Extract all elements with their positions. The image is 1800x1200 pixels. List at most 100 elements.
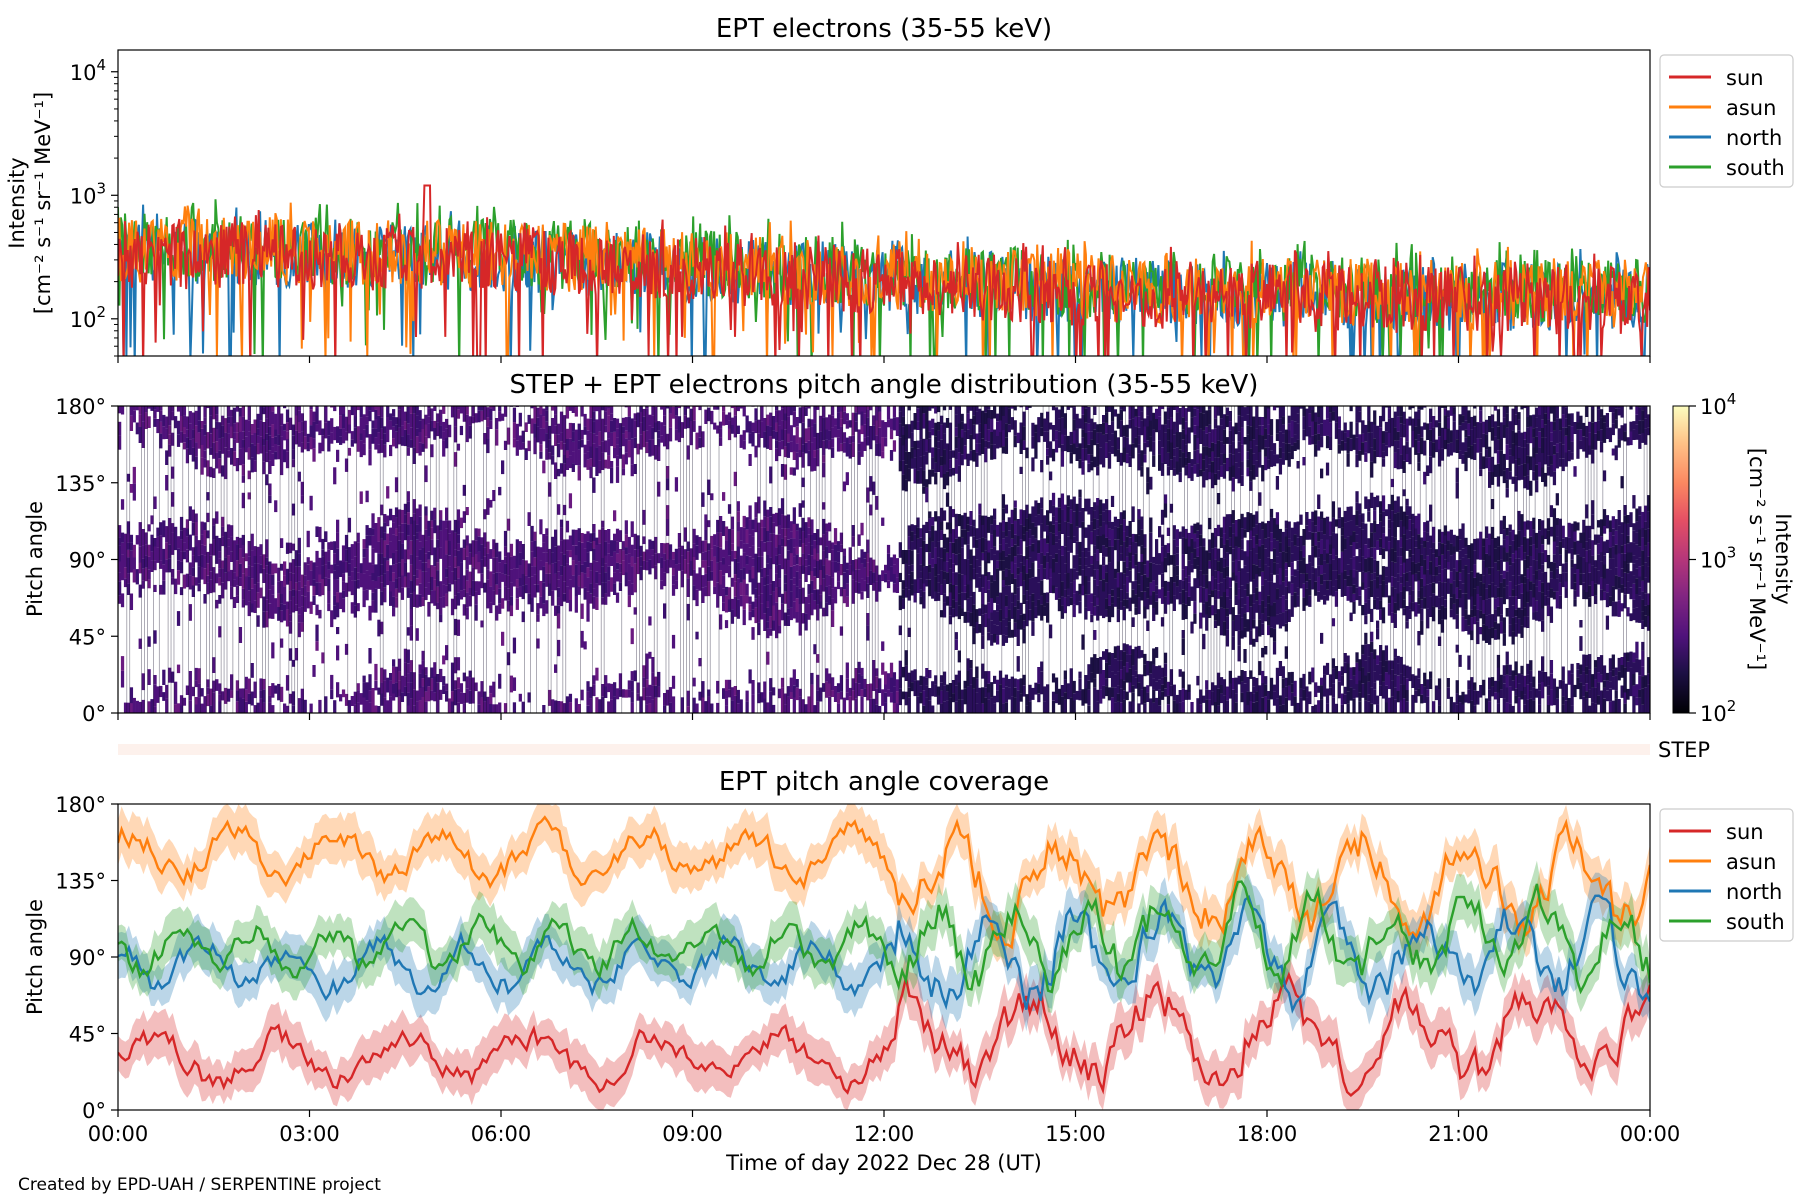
- heatmap-cell: [772, 687, 776, 696]
- heatmap-cell: [1225, 407, 1230, 416]
- heatmap-cell: [283, 406, 287, 409]
- heatmap-cell: [241, 439, 245, 448]
- heatmap-cell: [713, 534, 717, 546]
- heatmap-cell: [1072, 407, 1076, 420]
- heatmap-cell: [657, 671, 661, 687]
- heatmap-cell: [592, 477, 596, 493]
- heatmap-cell: [1196, 547, 1200, 557]
- heatmap-cell: [1019, 509, 1023, 525]
- heatmap-cell: [1081, 536, 1085, 552]
- heatmap-cell: [162, 580, 166, 595]
- heatmap-cell: [1096, 443, 1100, 453]
- heatmap-cell: [583, 587, 587, 600]
- heatmap-cell: [445, 418, 449, 429]
- heatmap-cell: [1099, 580, 1103, 591]
- heatmap-cell: [268, 442, 272, 451]
- heatmap-cell: [807, 418, 811, 428]
- heatmap-cell: [471, 677, 475, 690]
- heatmap-cell: [1004, 702, 1009, 713]
- heatmap-cell: [445, 438, 449, 449]
- heatmap-cell: [294, 590, 299, 605]
- heatmap-cell: [931, 418, 935, 429]
- heatmap-cell: [972, 526, 976, 537]
- heatmap-cell: [642, 687, 646, 701]
- heatmap-cell: [736, 511, 740, 522]
- heatmap-cell: [772, 549, 776, 565]
- heatmap-cell: [250, 663, 254, 678]
- heatmap-cell: [798, 603, 802, 618]
- heatmap-cell: [1178, 592, 1182, 605]
- heatmap-cell: [739, 582, 743, 596]
- heatmap-cell: [259, 678, 263, 691]
- heatmap-cell: [1122, 690, 1126, 700]
- heatmap-cell: [730, 406, 735, 409]
- heatmap-cell: [1234, 546, 1238, 560]
- heatmap-cell: [153, 496, 157, 509]
- heatmap-cell: [854, 581, 858, 593]
- heatmap-cell: [677, 416, 682, 433]
- heatmap-cell: [1075, 526, 1079, 542]
- heatmap-cell: [692, 697, 696, 713]
- heatmap-cell: [518, 578, 522, 587]
- heatmap-cell: [559, 575, 564, 591]
- heatmap-cell: [1211, 682, 1215, 692]
- heatmap-cell: [188, 575, 192, 590]
- heatmap-cell: [598, 406, 602, 416]
- heatmap-cell: [1063, 589, 1067, 598]
- heatmap-cell: [1034, 576, 1038, 591]
- heatmap-cell: [542, 416, 546, 429]
- heatmap-cell: [1199, 406, 1203, 413]
- heatmap-cell: [940, 465, 944, 478]
- heatmap-cell: [1240, 597, 1244, 608]
- heatmap-cell: [707, 566, 711, 582]
- heatmap-cell: [1208, 581, 1212, 595]
- heatmap-cell: [318, 557, 322, 575]
- heatmap-cell: [1090, 461, 1094, 471]
- heatmap-cell: [1193, 523, 1197, 534]
- heatmap-cell: [227, 538, 231, 547]
- heatmap-cell: [996, 584, 1000, 597]
- heatmap-cell: [118, 435, 122, 450]
- heatmap-cell: [262, 678, 266, 690]
- heatmap-cell: [892, 574, 897, 584]
- heatmap-cell: [1102, 670, 1106, 686]
- heatmap-cell: [185, 416, 190, 430]
- heatmap-cell: [503, 530, 508, 547]
- heatmap-cell: [954, 436, 958, 449]
- heatmap-cell: [524, 422, 528, 432]
- heatmap-cell: [863, 406, 867, 414]
- heatmap-cell: [942, 602, 947, 618]
- heatmap-cell: [168, 411, 172, 426]
- heatmap-cell: [539, 414, 543, 429]
- heatmap-cell: [480, 681, 484, 698]
- heatmap-cell: [966, 524, 970, 532]
- heatmap-cell: [271, 683, 275, 698]
- heatmap-cell: [1143, 534, 1147, 548]
- heatmap-cell: [530, 551, 534, 567]
- heatmap-cell: [539, 547, 543, 561]
- heatmap-cell: [751, 519, 755, 530]
- heatmap-cell: [1093, 700, 1097, 713]
- heatmap-cell: [783, 704, 788, 713]
- heatmap-cell: [1131, 685, 1135, 693]
- heatmap-cell: [489, 408, 493, 421]
- heatmap-cell: [645, 421, 649, 431]
- heatmap-cell: [1163, 663, 1168, 677]
- heatmap-cell: [972, 568, 976, 580]
- heatmap-cell: [645, 696, 649, 705]
- heatmap-cell: [409, 682, 413, 699]
- heatmap-cell: [1113, 674, 1118, 688]
- heatmap-cell: [403, 648, 408, 663]
- heatmap-cell: [621, 689, 626, 698]
- heatmap-cell: [315, 526, 319, 537]
- heatmap-cell: [1143, 418, 1147, 427]
- heatmap-cell: [483, 433, 487, 445]
- heatmap-cell: [780, 464, 785, 477]
- heatmap-cell: [975, 692, 979, 704]
- heatmap-cell: [798, 527, 802, 540]
- heatmap-cell: [503, 586, 508, 601]
- heatmap-cell: [1034, 606, 1038, 619]
- heatmap-cell: [1069, 668, 1073, 684]
- heatmap-cell: [777, 410, 782, 426]
- heatmap-cell: [1199, 612, 1203, 629]
